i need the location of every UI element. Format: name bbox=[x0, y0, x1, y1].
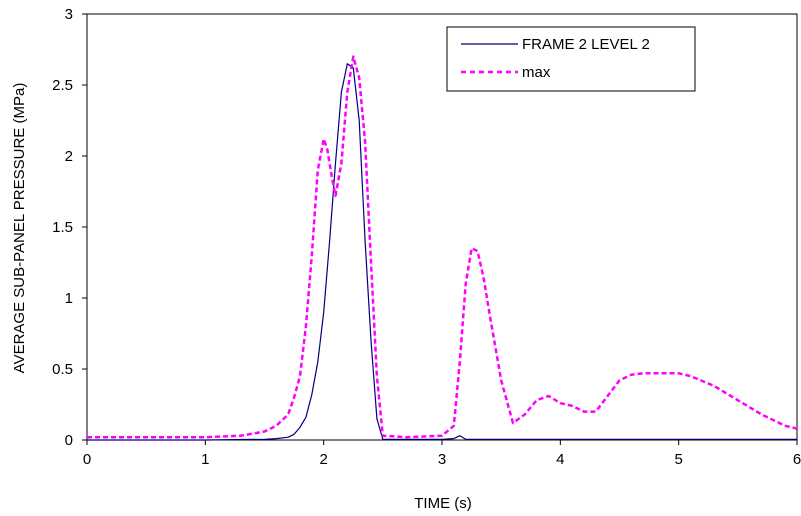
series-line-max bbox=[87, 55, 798, 439]
y-tick-label: 3 bbox=[65, 6, 73, 23]
x-axis-title: TIME (s) bbox=[414, 495, 472, 512]
y-tick-label: 2.5 bbox=[52, 77, 73, 94]
legend-label-frame-2-level-2: FRAME 2 LEVEL 2 bbox=[522, 36, 650, 53]
y-tick-label: 1 bbox=[65, 290, 73, 307]
y-axis-title: AVERAGE SUB-PANEL PRESSURE (MPa) bbox=[11, 83, 28, 374]
legend-box bbox=[446, 26, 696, 92]
x-tick-label: 5 bbox=[674, 451, 682, 468]
y-tick-label: 1.5 bbox=[52, 219, 73, 236]
legend: FRAME 2 LEVEL 2 max bbox=[446, 26, 696, 92]
x-tick-label: 0 bbox=[83, 451, 91, 468]
series-line-frame-2-level-2 bbox=[87, 63, 797, 441]
y-tick-label: 2 bbox=[65, 148, 73, 165]
x-tick-label: 1 bbox=[201, 451, 209, 468]
x-tick-label: 4 bbox=[556, 451, 564, 468]
y-axis-ticks: 0 0.5 1 1.5 2 2.5 3 bbox=[52, 6, 87, 449]
x-tick-label: 2 bbox=[319, 451, 327, 468]
x-tick-label: 6 bbox=[793, 451, 801, 468]
y-tick-label: 0 bbox=[65, 432, 73, 449]
x-tick-label: 3 bbox=[438, 451, 446, 468]
series-group bbox=[87, 55, 798, 441]
x-axis-ticks: 0 1 2 3 4 5 6 bbox=[83, 440, 801, 468]
y-tick-label: 0.5 bbox=[52, 361, 73, 378]
legend-label-max: max bbox=[522, 64, 551, 81]
